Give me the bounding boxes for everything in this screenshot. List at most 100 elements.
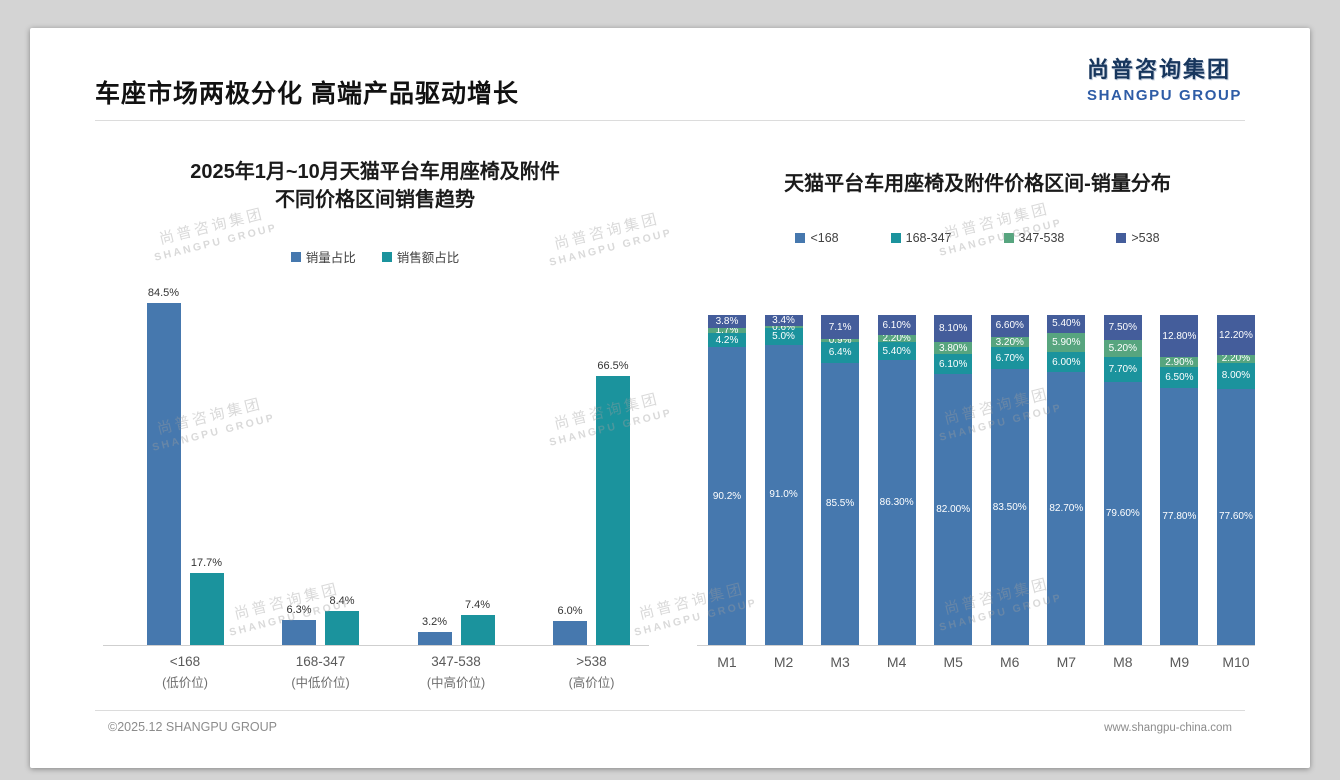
category-label: 168-347 (中低价位) (261, 654, 381, 691)
month-label: M6 (1000, 654, 1020, 670)
legend-swatch (1116, 233, 1127, 243)
legend-swatch (890, 233, 901, 243)
right-chart-legend: <168 168-347 347-538 >538 (695, 231, 1260, 245)
bar-销售额占比 (460, 615, 495, 645)
stack-segment-347-538 (1103, 339, 1142, 357)
stack-segment-347-538 (764, 326, 803, 329)
stack-segment->538 (1160, 315, 1199, 358)
segment-value-label: 6.50% (1165, 372, 1194, 384)
logo-english-text: SHANGPU GROUP (1087, 87, 1242, 104)
legend-item-销量占比: 销量占比 (290, 247, 356, 266)
legend-item-347-538: 347-538 (1003, 231, 1064, 245)
segment-value-label: 6.00% (1052, 356, 1081, 368)
stack-segment-168-347 (708, 333, 746, 348)
segment-value-label: 7.70% (1108, 364, 1138, 376)
segment-value-label: 3.4% (772, 315, 795, 327)
stack-segment-347-538 (708, 327, 746, 334)
segment-value-label: 7.50% (1108, 321, 1138, 333)
segment-value-label: 12.80% (1162, 330, 1197, 342)
segment-value-label: 6.70% (995, 352, 1024, 364)
segment-value-label: 79.60% (1105, 508, 1140, 520)
category-label: <168 (低价位) (125, 654, 245, 691)
bar-value-label: 17.7% (190, 557, 223, 570)
legend-label: >538 (1131, 231, 1160, 245)
month-label: M10 (1222, 654, 1250, 670)
month-label: M1 (717, 654, 737, 670)
bar-value-label: 6.3% (286, 603, 312, 616)
stack-segment-168-347 (934, 354, 973, 375)
month-label: M4 (886, 654, 907, 670)
segment-value-label: 7.1% (828, 321, 852, 333)
segment-value-label: 5.40% (882, 345, 911, 357)
legend-swatch (795, 233, 806, 243)
stack-segment->538 (934, 315, 973, 342)
segment-value-label: 3.20% (995, 336, 1024, 348)
category-sub: (中高价位) (426, 676, 486, 690)
stack-segment->538 (708, 315, 746, 328)
stack-segment-347-538 (934, 341, 973, 355)
stack-segment-168-347 (1047, 352, 1086, 373)
segment-value-label: 0.9% (828, 334, 852, 346)
category-sub: (高价位) (568, 676, 615, 690)
right-chart-plot: 90.2% 4.2% 1.7% 3.8% M1 91.0% 5.0% 0.6% 3.4% M2 85… (695, 308, 1260, 698)
category-label: >538 (高价位) (532, 654, 652, 691)
segment-value-label: 4.2% (715, 334, 739, 346)
footer-divider (95, 710, 1245, 711)
segment-value-label: 83.50% (992, 501, 1027, 513)
bar-value-label: 3.2% (421, 616, 448, 629)
month-label: M5 (943, 654, 963, 670)
stack-segment-347-538 (1160, 357, 1199, 367)
category-main: <168 (169, 654, 201, 669)
stack-segment-<168 (1047, 372, 1086, 645)
footer-copyright: ©2025.12 SHANGPU GROUP (108, 720, 277, 734)
stack-segment-168-347 (764, 328, 803, 345)
stack-segment-347-538 (990, 336, 1029, 348)
category-main: 347-538 (431, 654, 481, 669)
stack-segment-347-538 (821, 338, 860, 342)
segment-value-label: 8.10% (939, 322, 968, 334)
left-chart-title-line1: 2025年1月~10月天猫平台车用座椅及附件 (190, 161, 560, 183)
category-main: >538 (576, 654, 607, 669)
month-label: M8 (1113, 654, 1133, 670)
watermark: 尚普咨询集团 SHANGPU GROUP (933, 195, 1064, 258)
segment-value-label: 6.60% (995, 320, 1024, 332)
stack-segment-168-347 (1160, 366, 1199, 389)
bar-销量占比 (553, 620, 587, 645)
segment-value-label: 90.2% (712, 490, 742, 502)
month-label: M3 (830, 654, 850, 670)
segment-value-label: 77.60% (1218, 511, 1253, 523)
left-chart-legend: 销量占比 销售额占比 (85, 247, 665, 266)
stack-segment-<168 (990, 369, 1029, 645)
slide: 车座市场两极分化 高端产品驱动增长 尚普咨询集团 SHANGPU GROUP 2… (30, 28, 1310, 768)
stack-segment->538 (1103, 315, 1142, 340)
legend-label: 销量占比 (305, 251, 356, 265)
stack-segment->538 (990, 315, 1029, 337)
legend-swatch (290, 251, 301, 262)
segment-value-label: 5.20% (1108, 342, 1138, 354)
x-axis-line (103, 645, 649, 646)
stack-segment->538 (1047, 315, 1086, 333)
legend-swatch (1003, 233, 1014, 243)
segment-value-label: 3.8% (715, 316, 739, 328)
segment-value-label: 6.10% (939, 358, 968, 370)
legend-label: 销售额占比 (396, 251, 460, 265)
bar-value-label: 7.4% (464, 599, 491, 612)
segment-value-label: 0.6% (772, 321, 795, 333)
bar-value-label: 66.5% (597, 359, 629, 372)
bar-销售额占比 (325, 610, 359, 645)
segment-value-label: 86.30% (879, 497, 914, 509)
bar-value-label: 8.4% (329, 594, 355, 607)
segment-value-label: 5.40% (1052, 318, 1081, 330)
segment-value-label: 82.00% (936, 504, 971, 516)
stack-segment-<168 (708, 347, 746, 645)
stack-segment-168-347 (877, 342, 916, 361)
stack-segment-168-347 (990, 347, 1029, 370)
segment-value-label: 82.70% (1049, 503, 1084, 515)
legend-item-168-347: 168-347 (890, 231, 952, 245)
segment-value-label: 12.20% (1218, 329, 1253, 341)
stack-segment-347-538 (1047, 332, 1086, 353)
company-logo: 尚普咨询集团 SHANGPU GROUP (1087, 52, 1242, 104)
bar-销量占比 (417, 632, 452, 645)
page-title: 车座市场两极分化 高端产品驱动增长 (95, 80, 519, 108)
stack-segment-<168 (877, 360, 916, 645)
